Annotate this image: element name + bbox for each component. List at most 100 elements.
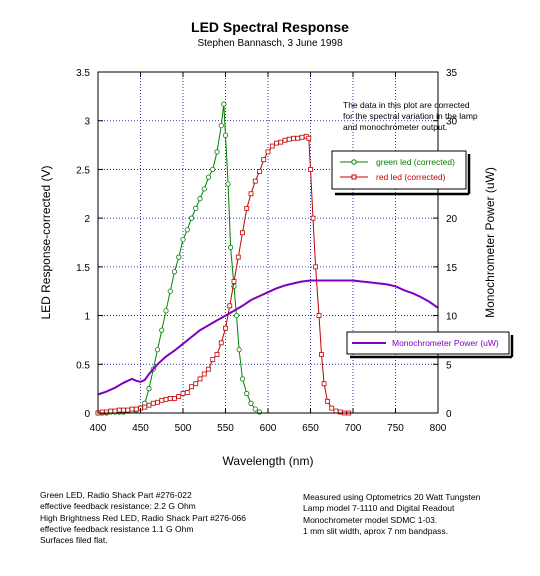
data-point-red: [313, 264, 319, 270]
y-right-tick-label: 15: [446, 263, 458, 274]
data-point-red: [310, 215, 316, 221]
data-point-green: [244, 390, 250, 397]
data-point-red: [316, 313, 322, 318]
y-right-tick-label: 30: [446, 117, 458, 128]
data-point-red: [201, 371, 207, 377]
data-point-red: [325, 398, 330, 404]
data-point-red: [291, 135, 296, 141]
data-point-green: [167, 288, 173, 294]
x-tick-label: 450: [132, 423, 149, 434]
data-point-red: [333, 408, 339, 414]
data-point-red: [286, 136, 292, 142]
x-tick-label: 500: [175, 423, 192, 434]
data-point-green: [236, 347, 242, 353]
data-point-red: [257, 168, 262, 174]
legend-marker: [351, 159, 357, 165]
data-point-green: [171, 269, 178, 275]
y-left-tick-label: 2.5: [76, 165, 90, 176]
y-left-tick-label: 1.5: [76, 263, 90, 274]
data-point-green: [218, 122, 224, 129]
data-point-red: [129, 406, 135, 412]
data-point-red: [282, 137, 288, 143]
data-point-red: [223, 325, 228, 331]
data-point-green: [222, 132, 229, 138]
data-point-red: [116, 407, 122, 413]
y-left-tick-label: 3.5: [76, 68, 90, 79]
data-point-red: [159, 397, 165, 403]
x-tick-label: 700: [345, 423, 362, 434]
y-right-tick-label: 10: [446, 312, 458, 323]
data-point-red: [299, 134, 305, 140]
data-point-red: [172, 395, 177, 401]
y-left-tick-label: 3: [84, 117, 90, 128]
data-point-green: [163, 308, 169, 314]
data-point-green: [188, 215, 195, 221]
data-point-green: [154, 347, 161, 353]
y-right-axis-label: Monochrometer Power (uW): [483, 167, 497, 318]
chart-subtitle: Stephen Bannasch, 3 June 1998: [197, 38, 343, 49]
data-point-green: [248, 400, 254, 406]
legend-box-led: [331, 150, 467, 190]
legend-marker: [351, 174, 357, 180]
data-point-red: [227, 303, 233, 309]
y-left-axis-label: LED Response-corrected (V): [39, 165, 53, 319]
legend-box-mono: [346, 331, 510, 355]
data-point-red: [231, 279, 237, 284]
data-point-green: [197, 196, 203, 202]
data-point-red: [269, 143, 275, 149]
data-point-red: [193, 381, 199, 387]
data-point-green: [225, 181, 231, 187]
data-point-red: [308, 167, 313, 172]
data-point-red: [206, 366, 211, 372]
data-point-red: [197, 376, 203, 382]
data-point-red: [142, 404, 148, 410]
data-point-red: [112, 408, 118, 414]
x-tick-label: 800: [430, 423, 447, 434]
data-point-red: [248, 191, 254, 197]
data-point-red: [306, 135, 312, 141]
data-point-red: [180, 391, 186, 396]
notes-left: Green LED, Radio Shack Part #276-022 eff…: [40, 490, 247, 546]
data-point-red: [210, 357, 216, 362]
y-right-tick-label: 35: [446, 68, 458, 79]
data-point-red: [274, 140, 279, 146]
data-point-red: [133, 406, 139, 412]
data-point-red: [125, 407, 131, 413]
x-axis-label: Wavelength (nm): [223, 454, 314, 468]
legend-label: red led (corrected): [376, 172, 446, 182]
x-tick-label: 750: [387, 423, 404, 434]
data-point-green: [146, 386, 152, 392]
data-point-red: [155, 399, 160, 405]
data-point-red: [121, 407, 126, 413]
y-right-tick-label: 20: [446, 214, 458, 225]
data-point-red: [244, 205, 250, 211]
y-left-tick-label: 1: [84, 312, 90, 323]
legend-label: green led (corrected): [376, 157, 455, 167]
data-point-green: [210, 166, 216, 173]
y-left-tick-label: 2: [84, 214, 90, 225]
data-point-green: [233, 312, 240, 319]
data-point-red: [252, 178, 258, 184]
y-right-tick-label: 0: [446, 409, 452, 420]
data-point-red: [319, 352, 324, 357]
x-tick-label: 600: [260, 423, 277, 434]
data-point-red: [265, 149, 271, 155]
data-point-red: [295, 135, 301, 141]
data-point-red: [261, 157, 267, 163]
data-point-green: [201, 186, 207, 192]
data-point-green: [214, 149, 220, 155]
x-tick-label: 550: [217, 423, 234, 434]
data-point-red: [321, 381, 327, 387]
data-point-red: [184, 390, 190, 395]
data-point-green: [159, 327, 165, 333]
data-point-green: [184, 227, 190, 233]
data-point-red: [167, 395, 173, 401]
y-left-tick-label: 0: [84, 409, 90, 420]
legend-label: Monochrometer Power (uW): [392, 338, 499, 348]
notes-right: Measured using Optometrics 20 Watt Tungs…: [303, 492, 481, 536]
y-right-tick-label: 5: [446, 360, 452, 371]
data-point-green: [256, 409, 263, 415]
x-tick-label: 400: [90, 423, 107, 434]
data-point-red: [214, 352, 220, 357]
